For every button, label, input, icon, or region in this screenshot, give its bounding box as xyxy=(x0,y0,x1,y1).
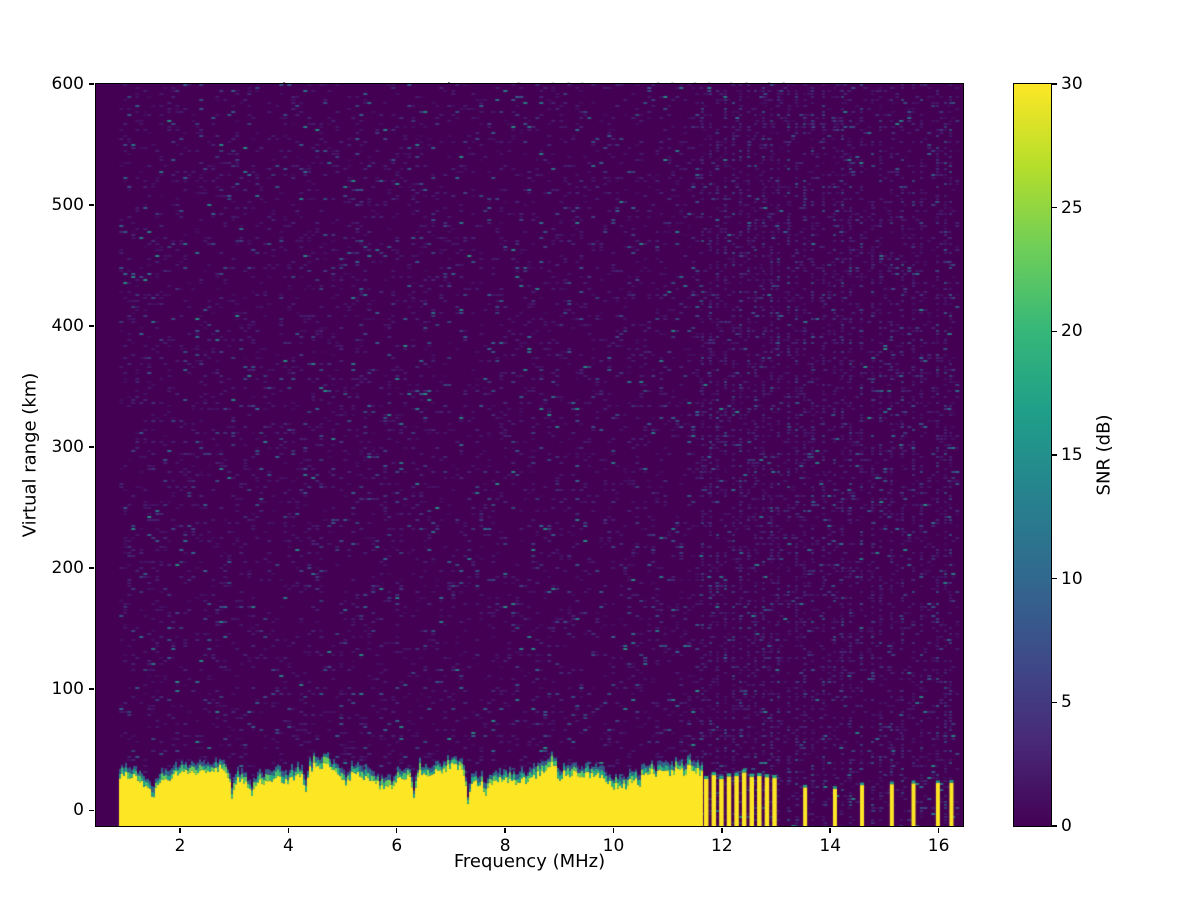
y-tick-label: 300 xyxy=(51,437,84,458)
x-tick-label: 12 xyxy=(711,836,733,856)
x-tick-label: 6 xyxy=(391,836,403,856)
y-tick-mark xyxy=(89,567,94,569)
colorbar-gradient xyxy=(1014,84,1051,826)
y-tick-mark xyxy=(89,204,94,206)
y-tick-label: 600 xyxy=(51,74,84,94)
y-tick-label: 0 xyxy=(73,800,84,821)
y-tick-label: 500 xyxy=(51,195,84,216)
colorbar-tick-mark xyxy=(1052,330,1057,333)
y-tick-label: 400 xyxy=(51,316,84,337)
colorbar xyxy=(1013,83,1052,827)
colorbar-tick-mark xyxy=(1052,206,1057,209)
colorbar-tick-mark xyxy=(1052,825,1057,827)
x-axis-label: Frequency (MHz) xyxy=(453,851,606,872)
colorbar-tick-label: 30 xyxy=(1061,74,1083,94)
x-tick-mark xyxy=(612,828,615,833)
y-tick-mark xyxy=(89,688,94,690)
x-tick-label: 14 xyxy=(819,836,842,856)
plot-area xyxy=(95,83,964,827)
x-tick-mark xyxy=(937,828,940,833)
y-tick-mark xyxy=(89,325,94,327)
colorbar-tick-mark xyxy=(1052,701,1057,704)
y-tick-mark xyxy=(89,809,94,811)
colorbar-tick-label: 10 xyxy=(1061,568,1083,589)
y-tick-mark xyxy=(89,446,94,448)
x-tick-mark xyxy=(504,828,506,833)
x-tick-label: 8 xyxy=(499,836,511,856)
colorbar-tick-mark xyxy=(1052,454,1057,456)
x-tick-mark xyxy=(179,828,181,833)
colorbar-label: SNR (dB) xyxy=(1093,414,1115,496)
x-tick-mark xyxy=(287,828,290,833)
x-tick-label: 16 xyxy=(927,836,950,856)
y-tick-mark xyxy=(89,83,94,85)
y-tick-label: 100 xyxy=(51,679,84,700)
x-tick-label: 2 xyxy=(174,836,186,856)
x-tick-mark xyxy=(395,828,398,833)
colorbar-tick-label: 5 xyxy=(1061,692,1072,713)
x-tick-mark xyxy=(829,828,831,833)
colorbar-tick-mark xyxy=(1052,83,1057,85)
x-tick-mark xyxy=(721,828,723,833)
colorbar-tick-label: 20 xyxy=(1061,321,1083,342)
colorbar-tick-mark xyxy=(1052,577,1057,580)
heatmap-canvas xyxy=(96,84,963,826)
colorbar-tick-label: 25 xyxy=(1061,197,1083,218)
colorbar-tick-label: 15 xyxy=(1061,445,1083,465)
colorbar-tick-label: 0 xyxy=(1061,816,1072,836)
x-tick-label: 10 xyxy=(602,836,625,856)
y-tick-label: 200 xyxy=(51,558,84,579)
x-tick-label: 4 xyxy=(282,836,294,856)
